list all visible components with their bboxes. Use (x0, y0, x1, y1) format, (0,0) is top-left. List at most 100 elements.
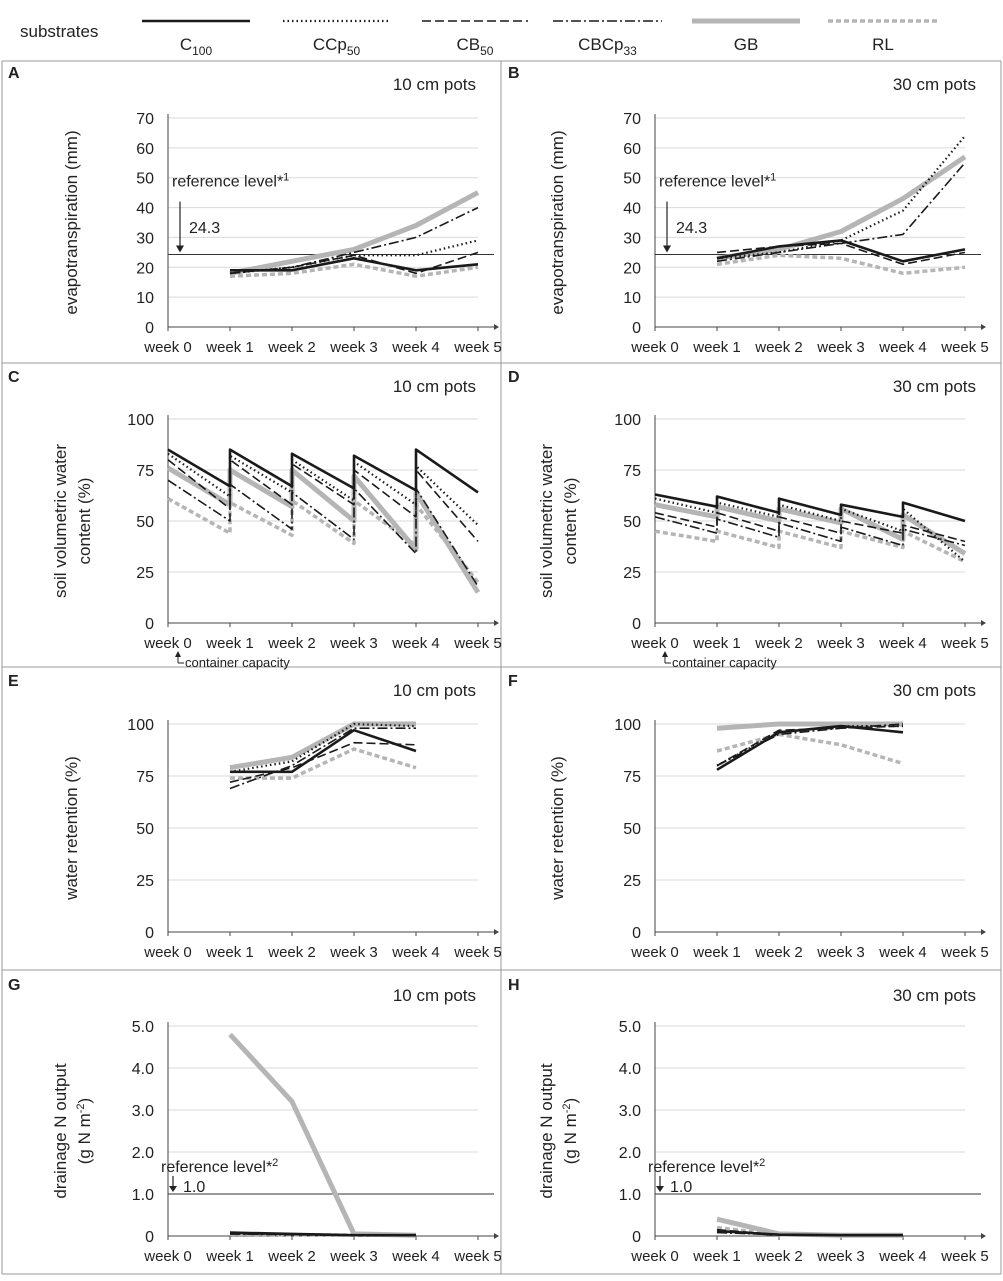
panel-H: H 30 cm pots 0 1.0 2.0 3.0 4.0 5.0 week 0 week 1 w… (508, 977, 989, 1265)
y-axis-label: evapotranspiration (mm) (62, 130, 81, 314)
panel-D: D 30 cm pots 0 25 50 75 100 week 0 week 1 week 2 w… (508, 369, 989, 670)
legend-label-GB: GB (734, 35, 759, 54)
y-tick-label: 10 (136, 290, 154, 307)
y-tick-label: 60 (623, 141, 641, 158)
x-tick-label: week 3 (329, 635, 378, 652)
y-axis-label: water retention (%) (548, 756, 567, 901)
series-line-CCp50 (716, 135, 966, 260)
y-tick-label: 75 (136, 463, 154, 480)
panel-subtitle-F: 30 cm pots (893, 681, 976, 700)
x-tick-label: week 4 (391, 944, 440, 961)
x-tick-label: week 0 (143, 339, 192, 356)
y-tick-label: 0 (632, 1229, 641, 1246)
reference-arrowhead (663, 245, 671, 253)
legend-label-CCp50: CCp50 (313, 35, 361, 58)
y-tick-label: 50 (136, 171, 154, 188)
panel-E: E 10 cm pots 0 25 50 75 100 week 0 week 1 week 2 w… (8, 673, 502, 961)
container-capacity-label: container capacity (672, 655, 777, 670)
x-tick-label: week 4 (391, 635, 440, 652)
x-tick-label: week 2 (754, 635, 803, 652)
y-axis-label: water retention (%) (62, 756, 81, 901)
reference-label: reference level*1 (659, 172, 776, 191)
legend-title: substrates (20, 22, 98, 41)
panel-letter-H: H (508, 977, 520, 994)
x-axis-arrow (494, 324, 499, 330)
y-tick-label: 75 (136, 769, 154, 786)
reference-label: reference level*1 (172, 172, 289, 191)
x-tick-label: week 2 (267, 339, 316, 356)
series-line-C100 (230, 728, 417, 774)
y-axis-label: drainage N output (51, 1063, 70, 1198)
reference-value: 24.3 (676, 220, 707, 237)
reference-label: reference level*2 (161, 1157, 278, 1176)
series-line-C100 (716, 724, 904, 771)
series-line-CBCp33 (716, 723, 904, 767)
x-tick-label: week 5 (940, 1248, 989, 1265)
series-line-GB (716, 154, 967, 261)
panel-letter-F: F (508, 673, 518, 690)
x-axis-arrow (494, 620, 499, 626)
x-tick-label: week 3 (816, 944, 865, 961)
x-tick-label: week 1 (692, 339, 741, 356)
x-tick-label: week 5 (940, 339, 989, 356)
y-tick-label: 0 (632, 925, 641, 942)
series-line-CBCp33 (654, 516, 966, 547)
y-tick-label: 50 (623, 514, 641, 531)
y-axis-label: soil volumetric water (51, 444, 70, 598)
y-tick-label: 100 (127, 412, 154, 429)
series-line-CCp50 (229, 722, 417, 773)
panel-letter-E: E (8, 673, 19, 690)
x-tick-label: week 0 (630, 1248, 679, 1265)
series-line-CB50 (229, 741, 417, 783)
series-line-GB (229, 721, 416, 771)
series-line-CB50 (716, 725, 904, 767)
x-tick-label: week 1 (205, 635, 254, 652)
y-tick-label: 100 (614, 717, 641, 734)
x-axis-arrow (981, 620, 986, 626)
panel-subtitle-H: 30 cm pots (893, 986, 976, 1005)
y-tick-label: 5.0 (132, 1019, 154, 1036)
y-tick-label: 60 (136, 141, 154, 158)
y-tick-label: 10 (623, 290, 641, 307)
series-line-CB50 (716, 242, 966, 266)
y-tick-label: 25 (136, 565, 154, 582)
y-tick-label: 3.0 (619, 1103, 641, 1120)
x-axis-arrow (494, 929, 499, 935)
y-tick-label: 50 (136, 821, 154, 838)
panel-A: A 10 cm pots 0 10 20 30 40 50 60 70 week 0 week 1 we… (8, 65, 502, 356)
panel-subtitle-E: 10 cm pots (393, 681, 476, 700)
panel-letter-A: A (8, 65, 20, 82)
x-tick-label: week 4 (878, 1248, 927, 1265)
x-axis-arrow (981, 929, 986, 935)
y-tick-label: 25 (623, 873, 641, 890)
series-line-CBCp33 (229, 727, 416, 790)
panel-F: F 30 cm pots 0 25 50 75 100 week 0 week 1 week 2 w… (508, 673, 989, 961)
x-tick-label: week 3 (816, 1248, 865, 1265)
x-tick-label: week 4 (878, 635, 927, 652)
y-tick-label: 50 (136, 514, 154, 531)
container-capacity-arrowhead (175, 651, 181, 657)
y-tick-label: 50 (623, 821, 641, 838)
series-line-C100 (716, 239, 966, 263)
reference-value: 24.3 (189, 220, 220, 237)
y-axis-label: soil volumetric water (537, 444, 556, 598)
y-axis-label: (g N m-2) (75, 1098, 94, 1164)
x-tick-label: week 2 (267, 1248, 316, 1265)
panel-letter-C: C (8, 369, 20, 386)
container-capacity-arrowhead (662, 651, 668, 657)
x-axis-arrow (981, 1233, 986, 1239)
y-tick-label: 75 (623, 463, 641, 480)
x-tick-label: week 2 (754, 1248, 803, 1265)
reference-value: 1.0 (670, 1179, 692, 1196)
legend-label-C100: C100 (180, 35, 213, 58)
reference-arrowhead (176, 245, 184, 253)
x-tick-label: week 4 (391, 1248, 440, 1265)
y-tick-label: 75 (623, 769, 641, 786)
y-tick-label: 0 (145, 1229, 154, 1246)
y-axis-label: content (%) (75, 478, 94, 565)
series-line-RL (229, 262, 479, 278)
panel-B: B 30 cm pots 0 10 20 30 40 50 60 70 week 0 week 1 we… (508, 65, 989, 356)
y-tick-label: 0 (145, 320, 154, 337)
x-tick-label: week 5 (453, 1248, 502, 1265)
